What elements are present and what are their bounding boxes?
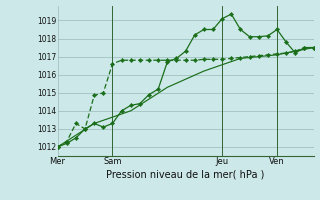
X-axis label: Pression niveau de la mer( hPa ): Pression niveau de la mer( hPa ) [107, 169, 265, 179]
